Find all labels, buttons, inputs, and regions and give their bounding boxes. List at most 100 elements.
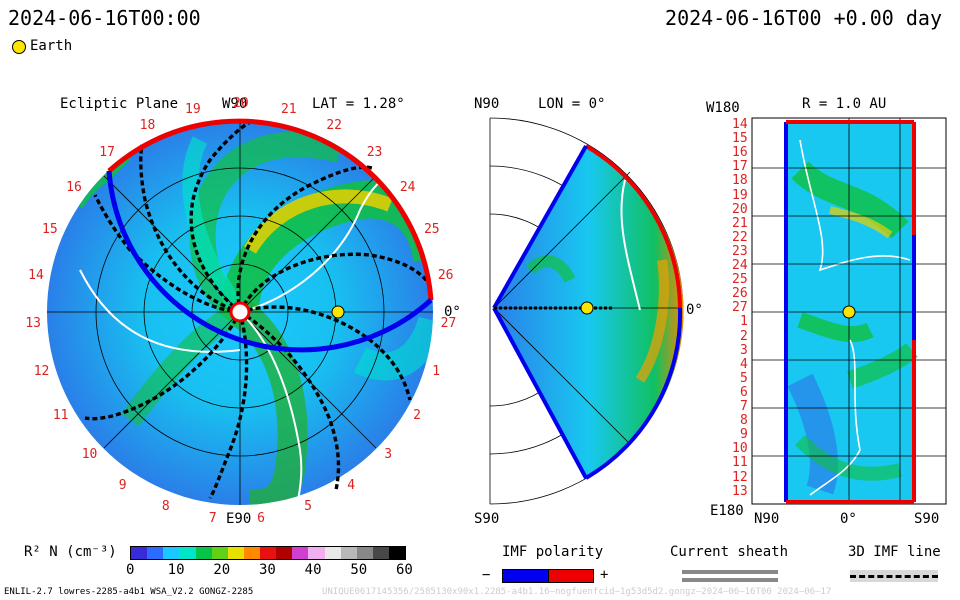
earth-legend-marker [12, 40, 26, 54]
imf-positive-swatch [548, 569, 594, 583]
ecliptic-right-label: 0° [444, 304, 461, 320]
radial-map-y-label: 22 [732, 229, 748, 245]
rotation-number: 9 [118, 477, 127, 493]
imf-plus-sign: + [600, 567, 609, 583]
radial-map-y-label: 1 [740, 314, 748, 330]
radial-map-y-label: 14 [732, 117, 748, 132]
colorbar-segment [179, 547, 196, 559]
ecliptic-title: Ecliptic Plane [60, 96, 179, 112]
radial-map-y-label: 11 [732, 455, 748, 471]
radial-map-y-label: 17 [732, 159, 748, 175]
colorbar-tick: 0 [126, 562, 135, 578]
colorbar-segment [227, 547, 244, 559]
current-sheath-title: Current sheath [670, 544, 789, 560]
radial-map-bottom-left-label: E180 [710, 503, 744, 519]
rotation-number: 18 [139, 118, 156, 134]
radial-map-y-label: 21 [732, 215, 748, 231]
colorbar-segment [163, 547, 180, 559]
imf-minus-sign: − [482, 567, 491, 583]
model-info: ENLIL-2.7 lowres-2285-a4b1 WSA_V2.2 GONG… [4, 587, 254, 597]
rotation-number: 5 [304, 499, 312, 515]
timestamp-left: 2024-06-16T00:00 [8, 6, 201, 30]
rotation-number: 13 [25, 316, 41, 332]
colorbar-segment [340, 547, 357, 559]
radial-map-y-label: 23 [732, 243, 748, 259]
radial-map-y-label: 2 [740, 328, 748, 344]
earth-legend-label: Earth [30, 38, 73, 54]
meridional-lon-label: LON = 0° [538, 96, 606, 112]
rotation-number: 12 [33, 363, 50, 379]
radial-map-y-label: 16 [732, 145, 748, 161]
meridional-right-label: 0° [686, 302, 703, 318]
ecliptic-boundary-negative [106, 170, 433, 353]
colorbar-segment [389, 547, 406, 559]
colorbar-segment [131, 547, 148, 559]
radial-map-x-label-0: 0° [840, 511, 857, 527]
radial-map-earth-marker [842, 305, 856, 319]
imf-spiral-lines [84, 120, 432, 499]
meridional-top-label: N90 [474, 96, 500, 112]
rotation-number: 7 [208, 510, 217, 526]
current-sheath-line-bottom [682, 578, 778, 582]
colorbar-segment [308, 547, 325, 559]
colorbar-tick: 20 [213, 562, 231, 578]
radial-map-y-label: 5 [740, 370, 748, 386]
colorbar-segment [324, 547, 341, 559]
rotation-number: 10 [81, 446, 98, 462]
imf-line-title: 3D IMF line [848, 544, 941, 560]
radial-map-title: R = 1.0 AU [802, 96, 887, 112]
ecliptic-boundary-positive [107, 118, 434, 301]
run-id: UNIQUE0617145356/2585130x90x1.2285-a4b1.… [322, 587, 832, 597]
sun-marker [229, 301, 251, 323]
rotation-number: 1 [432, 363, 441, 379]
colorbar-label: R² N (cm⁻³) [24, 544, 117, 560]
rotation-number: 2 [413, 408, 421, 423]
rotation-number: 22 [326, 118, 342, 134]
radial-map-y-label: 24 [732, 258, 748, 273]
colorbar-segment [211, 547, 228, 559]
colorbar-segment [195, 547, 212, 559]
ecliptic-bottom-label: E90 [226, 511, 252, 527]
imf-line-sample [850, 570, 938, 582]
radial-map-y-label: 26 [732, 286, 748, 302]
colorbar-segment [260, 547, 277, 559]
colorbar-segment [147, 547, 164, 559]
colorbar [130, 546, 406, 560]
rotation-number: 17 [99, 144, 115, 160]
colorbar-tick: 30 [259, 562, 276, 578]
rotation-number: 15 [42, 221, 58, 237]
rotation-number: 16 [66, 179, 82, 195]
rotation-number: 20 [233, 96, 249, 111]
colorbar-tick: 50 [350, 562, 368, 578]
rotation-number: 8 [161, 499, 170, 515]
rotation-number: 26 [437, 267, 454, 283]
imf-polarity-title: IMF polarity [502, 544, 604, 560]
radial-map-y-label: 3 [740, 342, 748, 358]
rotation-number: 4 [347, 477, 356, 493]
colorbar-segment [372, 547, 389, 559]
radial-map-y-label: 6 [740, 384, 748, 400]
colorbar-segment [243, 547, 260, 559]
colorbar-tick: 40 [304, 562, 322, 578]
meridional-earth-marker [580, 301, 594, 315]
rotation-number: 23 [366, 144, 383, 160]
colorbar-segment [292, 547, 309, 559]
rotation-number: 25 [423, 221, 440, 237]
radial-map-y-label: 10 [732, 441, 748, 457]
radial-map-y-label: 4 [740, 356, 748, 372]
radial-map-y-label: 7 [740, 399, 748, 414]
radial-map-y-label: 18 [732, 173, 748, 189]
imf-negative-swatch [502, 569, 550, 583]
rotation-number: 21 [280, 101, 297, 117]
rotation-number: 14 [28, 267, 44, 283]
radial-map-y-label: 8 [740, 413, 748, 429]
radial-map-y-label: 9 [740, 427, 748, 443]
rotation-number: 11 [52, 408, 69, 423]
ecliptic-top-label: W90 [222, 96, 248, 112]
rotation-number: 19 [185, 101, 201, 117]
current-sheath-line-top [682, 570, 778, 574]
meridional-bottom-label: S90 [474, 511, 500, 527]
